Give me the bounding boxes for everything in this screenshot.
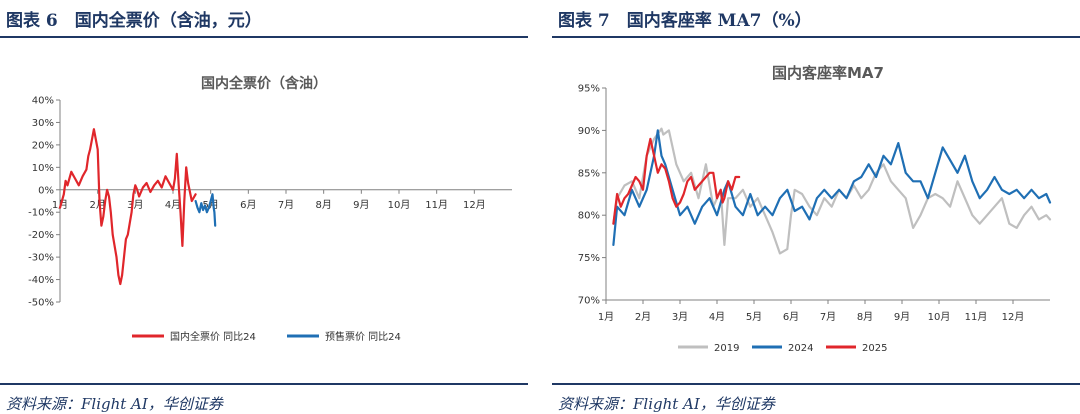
legend-label-2: 2025 [862,343,887,354]
y-tick-label: -50% [28,298,54,309]
legend-label-1: 预售票价 同比24 [325,330,401,343]
load-factor-chart-box: 国内客座率MA7 95% 90% 85% 80% 75% 70% 1月 2月 3月 4月 5月 6月 7月… [554,42,1076,370]
series-line-1 [612,129,1052,246]
figure-panel-fare: 图表 6 国内全票价（含油，元） 国内全票价（含油） 40% 30% 20% 10% 0%… [0,0,528,414]
y-tick-label: 20% [32,140,54,151]
x-tick-label: 6月 [783,311,799,323]
x-tick-label: 11月 [425,199,448,211]
x-tick-label: 3月 [672,311,688,323]
x-tick-label: 8月 [315,199,331,211]
x-tick-label: 8月 [857,311,873,323]
load-factor-chart: 国内客座率MA7 95% 90% 85% 80% 75% 70% 1月 2月 3月 4月 5月 6月 7月… [578,64,1052,354]
source-rule [0,383,528,385]
x-tick-label: 9月 [353,199,369,211]
x-tick-label: 11月 [965,311,988,323]
x-tick-label: 10月 [388,199,411,211]
x-tick-label: 4月 [165,199,181,211]
y-tick-label: 10% [32,163,54,174]
figure-panel-load-factor: 图表 7 国内客座率 MA7（%） 国内客座率MA7 95% 90% 85% 80% 75… [552,0,1080,414]
chart-title: 国内客座率MA7 [772,64,884,82]
y-tick-label: 85% [578,168,600,179]
x-tick-label: 6月 [240,199,256,211]
source-rule [552,383,1080,385]
x-tick-label: 4月 [709,311,725,323]
x-tick-label: 5月 [746,311,762,323]
x-tick-label: 7月 [278,199,294,211]
source-note: 资料来源：Flight AI，华创证券 [6,395,223,413]
series-line-1 [194,193,217,227]
fare-yoy-chart: 国内全票价（含油） 40% 30% 20% 10% 0% -10% -20% -30% -40% -… [28,75,512,343]
figure-title: 图表 7 国内客座率 MA7（%） [558,11,812,31]
x-tick-label: 2月 [635,311,651,323]
x-tick-label: 9月 [894,311,910,323]
y-tick-label: 0% [38,185,54,196]
figure-title: 图表 6 国内全票价（含油，元） [6,11,262,31]
title-rule [0,36,528,38]
series-line-0 [612,127,1052,255]
y-tick-label: 40% [32,96,54,107]
fare-chart-box: 国内全票价（含油） 40% 30% 20% 10% 0% -10% -20% -30% -40% -… [2,42,524,370]
y-tick-label: -30% [28,253,54,264]
series-line-0 [58,128,197,286]
x-tick-label: 1月 [598,311,614,323]
x-tick-label: 10月 [928,311,951,323]
y-tick-label: -40% [28,275,54,286]
x-tick-label: 12月 [463,199,486,211]
legend-label-1: 2024 [788,343,813,354]
x-tick-label: 2月 [89,199,105,211]
x-tick-label: 3月 [127,199,143,211]
x-tick-label: 7月 [820,311,836,323]
x-tick-label: 12月 [1002,311,1025,323]
series-line-2 [612,137,741,225]
y-tick-label: 95% [578,84,600,95]
y-tick-label: -20% [28,230,54,241]
source-note: 资料来源：Flight AI，华创证券 [558,395,775,413]
chart-title: 国内全票价（含油） [201,75,327,92]
legend-label-0: 2019 [714,343,739,354]
y-tick-label: 80% [578,211,600,222]
y-tick-label: 70% [578,296,600,307]
y-tick-label: -10% [28,208,54,219]
legend-label-0: 国内全票价 同比24 [170,330,256,343]
y-tick-label: 75% [578,253,600,264]
title-rule [552,36,1080,38]
y-tick-label: 90% [578,126,600,137]
y-tick-label: 30% [32,118,54,129]
